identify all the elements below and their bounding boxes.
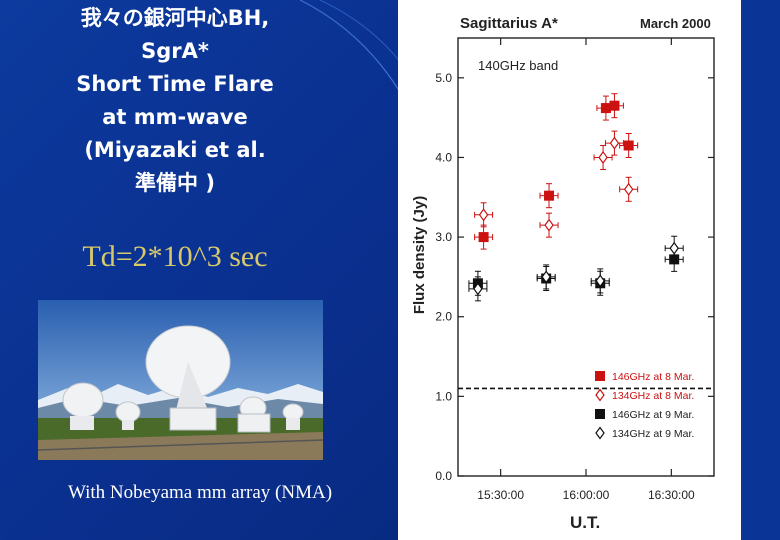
data-marker-shape (544, 218, 554, 232)
data-marker (478, 208, 489, 222)
data-point (619, 133, 639, 159)
title-line: Short Time Flare (76, 72, 274, 96)
x-tick-label: 16:30:00 (648, 488, 695, 502)
legend-marker-shape (595, 371, 605, 381)
title-line: 我々の銀河中心BH, (80, 6, 270, 30)
legend-marker (595, 371, 605, 381)
data-marker (478, 232, 489, 243)
data-marker (609, 100, 620, 111)
legend-label: 134GHz at 9 Mar. (612, 428, 694, 440)
chart-title: Sagittarius A* (460, 15, 558, 32)
flux-chart: Sagittarius A* March 2000 140GHz band U.… (411, 15, 715, 532)
x-tick-label: 16:00:00 (563, 488, 610, 502)
legend-label: 146GHz at 8 Mar. (612, 371, 694, 383)
plot-layer: 0.0 1.0 2.0 3.0 4.0 5.0 15:30:00 16:00:00 16:30:… (435, 38, 714, 502)
y-axis-label: Flux density (Jy) (411, 196, 428, 314)
legend-marker (595, 426, 605, 440)
data-marker-shape (609, 136, 620, 150)
data-marker (598, 150, 608, 164)
data-marker (541, 270, 551, 284)
data-point (474, 224, 494, 250)
data-marker (595, 274, 605, 288)
legend-marker (595, 409, 605, 419)
x-axis-label: U.T. (570, 513, 600, 532)
legend-marker-shape (595, 409, 605, 419)
legend-marker-shape (595, 426, 605, 440)
data-marker (473, 282, 483, 296)
legend-label: 134GHz at 8 Mar. (612, 390, 694, 402)
legend-marker-shape (595, 388, 605, 402)
y-tick-label: 2.0 (435, 310, 452, 324)
data-point (468, 276, 488, 302)
data-marker-shape (595, 274, 605, 288)
data-point (604, 130, 624, 156)
data-marker (669, 241, 679, 255)
y-tick-label: 3.0 (435, 230, 452, 244)
chart-date-label: March 2000 (640, 16, 711, 31)
data-marker-shape (541, 270, 551, 284)
data-point (474, 202, 494, 228)
data-marker-shape (478, 208, 489, 222)
plot-panel: Sagittarius A* March 2000 140GHz band U.… (398, 0, 741, 540)
data-marker (609, 136, 620, 150)
data-point (604, 93, 624, 119)
timescale-text: Td=2*10^3 sec (82, 240, 268, 273)
data-marker-shape (669, 241, 679, 255)
y-tick-label: 5.0 (435, 71, 452, 85)
data-point (539, 183, 559, 209)
data-marker-shape (598, 150, 608, 164)
title-line: 準備中 ) (135, 171, 215, 195)
photo-caption: With Nobeyama mm array (NMA) (67, 482, 333, 503)
data-marker-shape (623, 182, 634, 196)
y-tick-label: 4.0 (435, 150, 452, 164)
legend-label: 146GHz at 9 Mar. (612, 409, 694, 421)
data-marker-shape (478, 232, 489, 243)
y-tick-label: 0.0 (435, 469, 452, 483)
data-point (593, 144, 613, 170)
data-marker (544, 190, 555, 201)
data-marker (623, 182, 634, 196)
data-marker (544, 218, 554, 232)
title-line: (Miyazaki et al. (84, 138, 266, 162)
data-marker-shape (473, 282, 483, 296)
data-marker-shape (544, 190, 555, 201)
data-marker (623, 140, 634, 151)
x-tick-label: 15:30:00 (477, 488, 524, 502)
right-edge-strip (741, 0, 780, 540)
slide-title: 我々の銀河中心BH, SgrA* Short Time Flare at mm-… (20, 2, 330, 200)
data-marker-shape (623, 140, 634, 151)
data-marker-shape (609, 100, 620, 111)
title-line: SgrA* (141, 39, 209, 63)
band-label: 140GHz band (478, 58, 558, 73)
y-tick-label: 1.0 (435, 389, 452, 403)
data-point (664, 235, 684, 261)
telescope-array-photo (38, 300, 323, 460)
data-point (619, 176, 639, 202)
data-point (536, 264, 556, 290)
data-point (539, 212, 559, 238)
legend-marker (595, 388, 605, 402)
title-line: at mm-wave (102, 105, 248, 129)
data-point (590, 268, 610, 294)
